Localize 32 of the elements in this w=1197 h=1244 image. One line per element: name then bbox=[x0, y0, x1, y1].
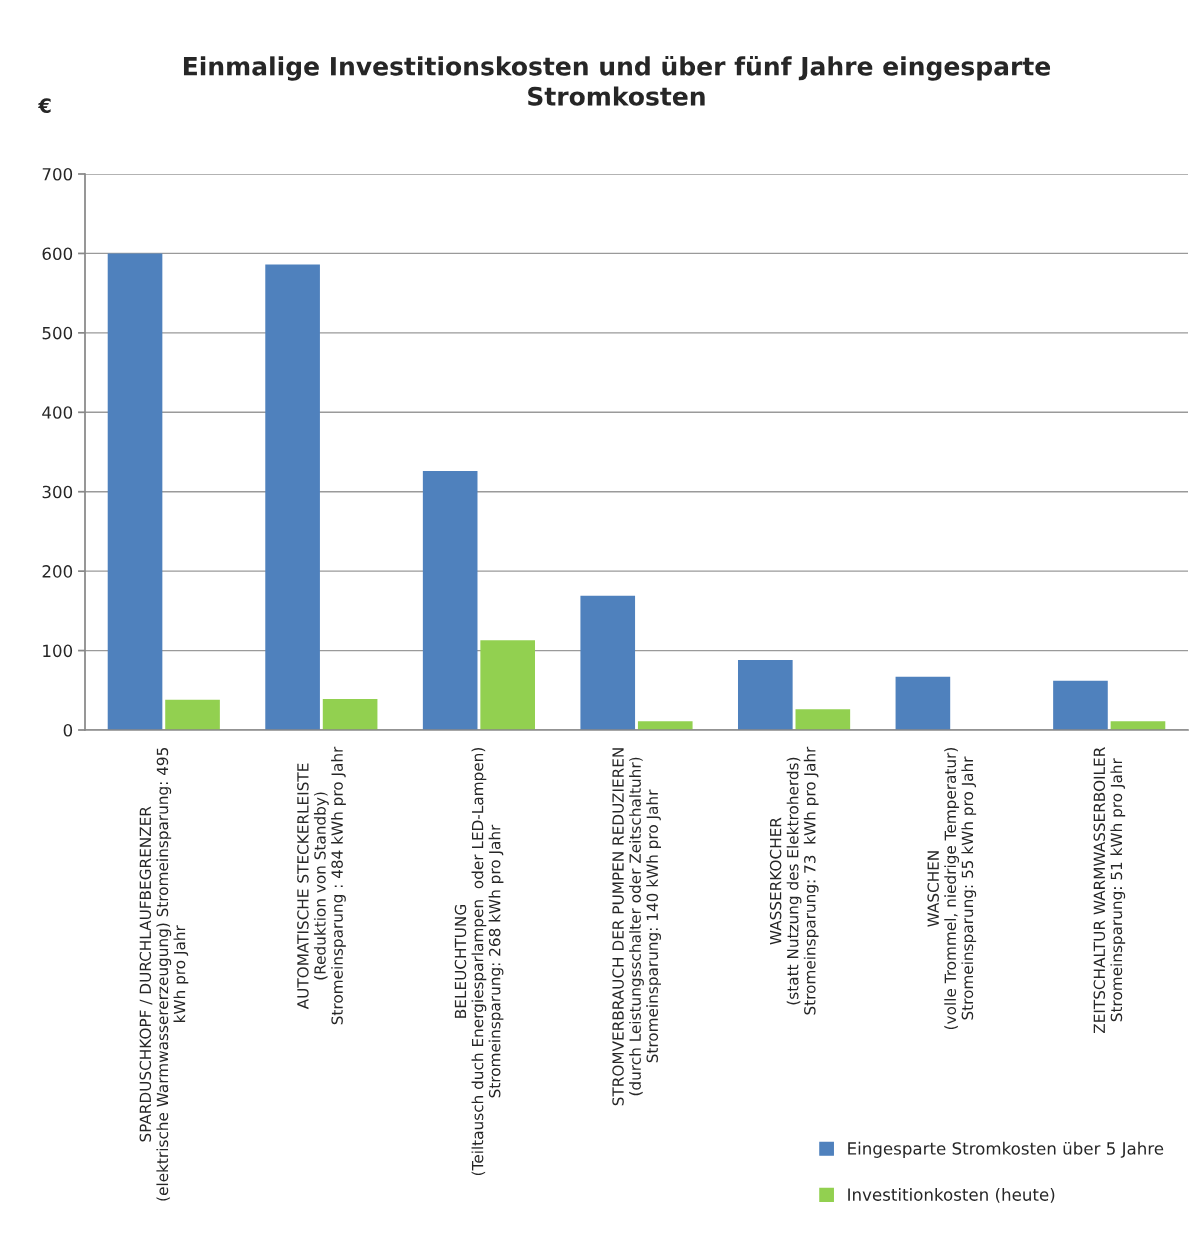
y-axis-title: € bbox=[38, 98, 51, 113]
x-tick-label: STROMVERBRAUCH DER PUMPEN REDUZIEREN (durch Leistungsschalter oder Zeitschaltuhr) Stromeinsparung: 140 kWh pro Jahr bbox=[612, 748, 661, 1106]
y-tick-label: 700 bbox=[42, 167, 73, 181]
x-tick-label: BELEUCHTUNG (Teiltausch duch Energiesparlampen oder LED-Lampen) Stromeinsparung: 268 kWh pro Jahr bbox=[454, 747, 504, 1176]
y-tick-label: 400 bbox=[42, 406, 73, 419]
legend-label: Investitionkosten (heute) bbox=[848, 1187, 1055, 1203]
y-tick-label: 500 bbox=[42, 326, 73, 340]
bar bbox=[795, 709, 851, 730]
y-tick-label: 200 bbox=[42, 565, 73, 578]
bar bbox=[165, 699, 220, 730]
bar bbox=[480, 640, 535, 730]
x-tick-label: AUTOMATISCHE STECKERLEISTE (Reduktion von Standby) Stromeinsparung : 484 kWh pro Jahr bbox=[297, 746, 346, 1025]
bar bbox=[1053, 680, 1108, 730]
bar bbox=[895, 676, 951, 730]
x-tick-label: WASCHEN (volle Trommel, niedrige Temperatur) Stromeinsparung: 55 kWh pro Jahr bbox=[927, 747, 977, 1030]
chart-title: Einmalige Investitionskosten und über fünf Jahre eingesparte Stromkosten bbox=[183, 55, 1051, 106]
bar bbox=[738, 660, 793, 730]
bar bbox=[107, 253, 163, 730]
legend-label: Eingesparte Stromkosten über 5 Jahre bbox=[848, 1141, 1164, 1158]
x-tick-label: ZEITSCHALTUR WARMWASSERBOILER Stromeinsparung: 51 kWh pro Jahr bbox=[1093, 747, 1126, 1034]
y-tick-label: 100 bbox=[43, 644, 73, 658]
bar bbox=[580, 595, 636, 730]
y-tick-label: 600 bbox=[42, 247, 73, 260]
bar bbox=[637, 721, 693, 730]
bar bbox=[422, 471, 478, 730]
bar bbox=[1110, 721, 1166, 730]
y-tick-label: 0 bbox=[63, 723, 73, 737]
bar bbox=[265, 264, 320, 730]
x-tick-label: WASSERKOCHER (statt Nutzung des Elektroherds) Stromeinsparung: 73 kWh pro Jahr bbox=[769, 746, 819, 1015]
x-tick-label: SPARDUSCHKOPF / DURCHLAUFBEGRENZER (elektrische Warmwassererzeugung) Stromeinsparung: 495 kWh pro Jahr bbox=[139, 748, 189, 1201]
bar bbox=[322, 699, 378, 730]
y-tick-label: 300 bbox=[42, 485, 73, 499]
